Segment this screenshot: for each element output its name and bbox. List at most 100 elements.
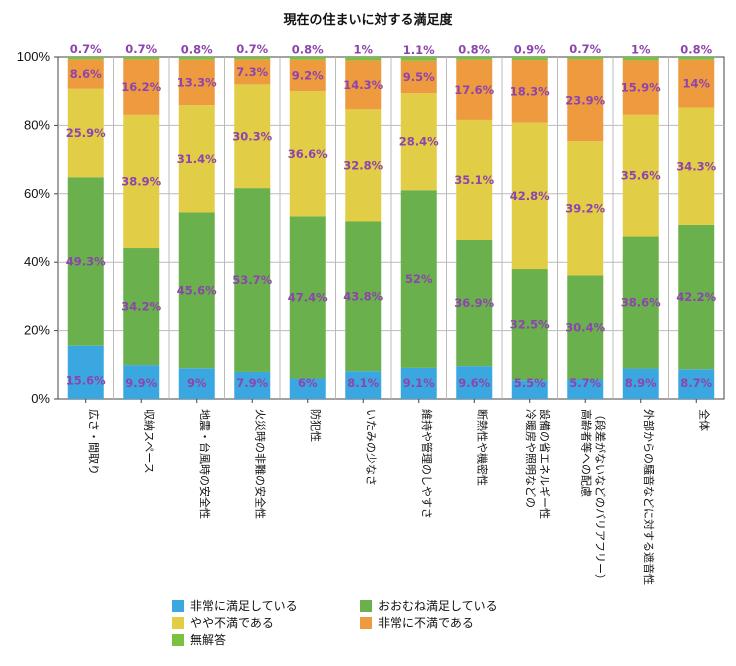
data-label: 8.6% — [70, 67, 102, 81]
bar-segment — [678, 57, 715, 60]
legend-label: 非常に不満である — [378, 616, 474, 630]
data-label: 49.3% — [66, 254, 106, 268]
bar-segment — [622, 368, 659, 399]
data-label: 42.2% — [676, 290, 716, 304]
data-label: 9.5% — [403, 70, 435, 84]
data-label: 31.4% — [177, 152, 217, 166]
bar-segment — [178, 212, 215, 369]
bar-segment — [345, 109, 382, 222]
x-tick-label: 高齢者等への配慮 — [579, 409, 593, 497]
data-label: 53.7% — [232, 273, 272, 287]
data-label: 42.8% — [510, 189, 550, 203]
bar-segment — [123, 59, 160, 115]
bar-segment — [234, 84, 271, 189]
bar-segment — [456, 239, 493, 367]
data-label: 9.2% — [292, 68, 324, 82]
data-label: 35.1% — [454, 173, 494, 187]
data-label: 45.6% — [177, 283, 217, 297]
data-label: 7.3% — [236, 65, 268, 79]
bar-segment — [67, 345, 104, 399]
legend-swatch — [360, 600, 372, 612]
bar-segment — [345, 371, 382, 399]
data-label: 9.1% — [403, 376, 435, 390]
bar-segment — [622, 60, 659, 115]
bar-segment — [678, 369, 715, 399]
bar-segment — [289, 216, 326, 379]
legend-swatch — [172, 634, 184, 646]
y-tick-label: 20% — [24, 323, 50, 338]
data-label: 8.1% — [347, 376, 379, 390]
legend-swatch — [172, 617, 184, 629]
data-label: 15.9% — [621, 81, 661, 95]
x-tick-label: 広さ・間取り — [87, 409, 100, 475]
bars — [67, 57, 715, 399]
x-tick-label: （段差がないなどのバリアフリー） — [593, 409, 607, 585]
grid — [54, 56, 725, 403]
x-tick-label: 冷暖房や照明などの — [524, 409, 537, 508]
data-label: 8.7% — [680, 376, 712, 390]
x-tick-label: 火災時の非難の安全性 — [253, 409, 267, 519]
data-label: 32.8% — [343, 158, 383, 172]
bar-segment — [289, 91, 326, 217]
data-label: 14.3% — [343, 78, 383, 92]
data-label: 9% — [187, 376, 207, 390]
data-label: 0.7% — [125, 42, 157, 56]
bar-segment — [400, 60, 437, 94]
data-label: 28.4% — [399, 135, 439, 149]
bar-segment — [456, 59, 493, 120]
data-label: 0.7% — [70, 42, 102, 56]
data-label: 1% — [353, 43, 373, 57]
bar-segment — [400, 93, 437, 191]
y-tick-label: 60% — [24, 186, 50, 201]
x-tick-label: 防犯性 — [309, 409, 323, 442]
bar-segment — [234, 371, 271, 399]
bar-segment — [67, 59, 104, 89]
bar-segment — [567, 141, 604, 276]
bar-segment — [511, 380, 548, 399]
data-label: 9.6% — [458, 376, 490, 390]
data-label: 5.7% — [569, 376, 601, 390]
bar-segment — [622, 114, 659, 237]
data-label: 30.4% — [565, 320, 605, 334]
x-tick-label: 全体 — [697, 409, 711, 431]
bar-segment — [123, 248, 160, 366]
data-label: 18.3% — [510, 84, 550, 98]
data-label: 34.2% — [121, 300, 161, 314]
bar-segment — [345, 60, 382, 110]
y-tick-label: 100% — [17, 49, 51, 64]
bar-segment — [567, 57, 604, 60]
data-label: 36.6% — [288, 147, 328, 161]
data-label: 0.8% — [292, 42, 324, 56]
bar-segment — [67, 177, 104, 346]
bar-segment — [678, 107, 715, 225]
data-label: 14% — [682, 77, 710, 91]
legend-swatch — [360, 617, 372, 629]
bar-segment — [456, 57, 493, 60]
bar-segment — [178, 368, 215, 399]
data-label: 17.6% — [454, 83, 494, 97]
bar-segment — [345, 221, 382, 372]
data-label: 7.9% — [236, 376, 268, 390]
x-tick-label: 断熱性や機密性 — [475, 409, 489, 486]
legend-label: やや不満である — [190, 616, 274, 630]
bar-segment — [289, 59, 326, 92]
data-label: 34.3% — [676, 159, 716, 173]
bar-segment — [123, 114, 160, 249]
data-label: 52% — [405, 272, 433, 286]
data-labels: 15.6% 49.3% 25.9% 8.6% 0.7% 9.9% 34.2% 38.9% 16.… — [66, 42, 717, 390]
y-tick-label: 80% — [24, 117, 50, 132]
bar-segment — [123, 57, 160, 60]
bar-segment — [400, 190, 437, 368]
data-label: 8.9% — [625, 376, 657, 390]
bar-segment — [400, 367, 437, 399]
legend-label: 非常に満足している — [190, 599, 298, 613]
data-label: 6% — [298, 376, 318, 390]
bar-segment — [289, 378, 326, 399]
data-label: 36.9% — [454, 296, 494, 310]
data-label: 5.5% — [514, 376, 546, 390]
bar-segment — [234, 57, 271, 60]
data-label: 35.6% — [621, 169, 661, 183]
data-label: 0.8% — [181, 42, 213, 56]
